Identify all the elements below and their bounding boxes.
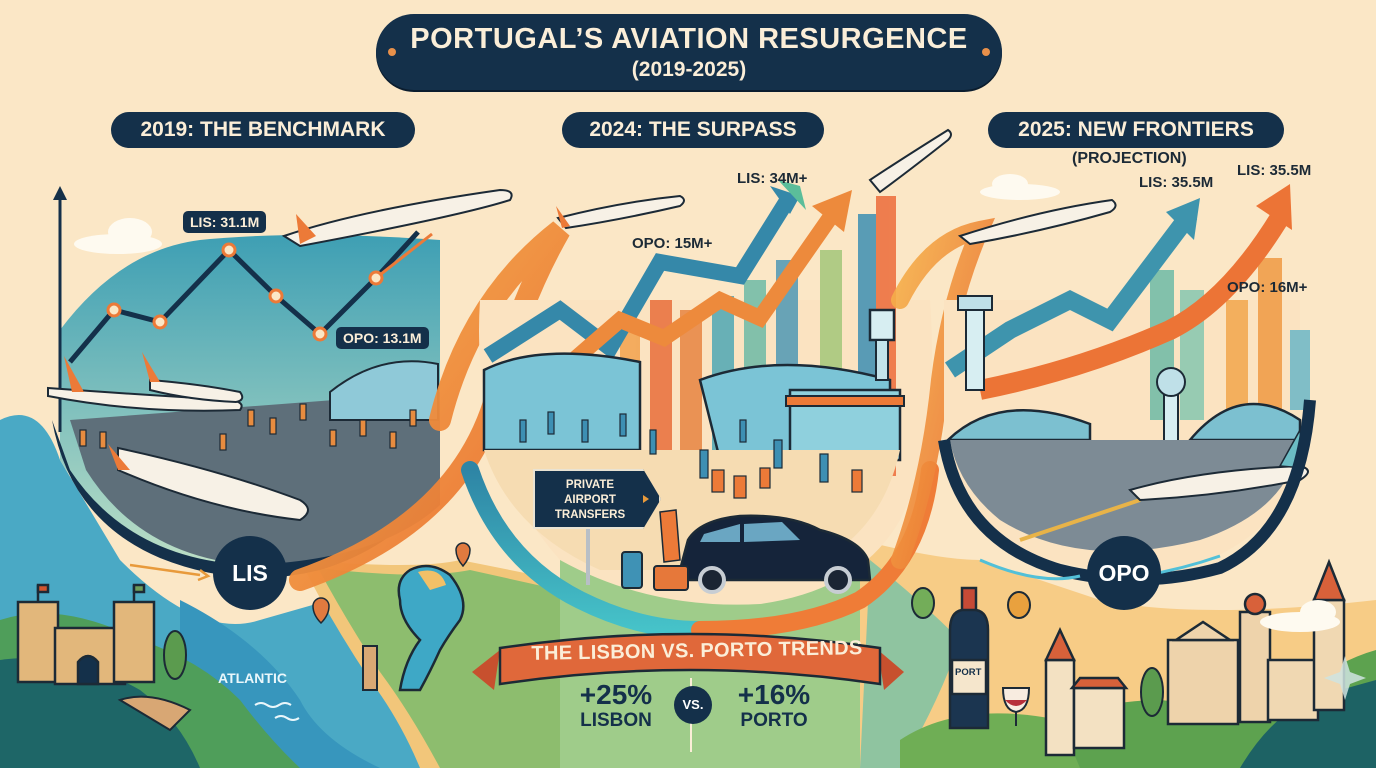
page-title: PORTUGAL’S AVIATION RESURGENCE	[410, 23, 968, 55]
lis-2024-label: LIS: 34M+	[737, 170, 808, 187]
lis-2025-label-b: LIS: 35.5M	[1237, 162, 1312, 179]
projection-note: (PROJECTION)	[1072, 150, 1187, 167]
lisbon-growth-stat: +25% LISBON	[566, 680, 666, 732]
opo-2019-label: OPO: 13.1M	[336, 327, 429, 349]
sign-arrow-icon	[643, 495, 649, 503]
atlantic-ocean-label: ATLANTIC	[218, 670, 287, 686]
map-pin-icon	[312, 542, 471, 625]
lisbon-growth-value: +25%	[579, 679, 653, 710]
private-airport-transfers-sign: PRIVATE AIRPORT TRANSFERS	[533, 469, 661, 529]
section-heading-2024: 2024: THE SURPASS	[562, 112, 824, 148]
sign-line-2: AIRPORT	[564, 494, 616, 506]
opo-airport-badge: OPO	[1087, 536, 1161, 610]
opo-2025-label: OPO: 16M+	[1227, 279, 1308, 296]
decorative-dot	[982, 48, 990, 56]
opo-2024-label: OPO: 15M+	[632, 235, 713, 252]
lis-airport-badge: LIS	[213, 536, 287, 610]
port-bottle-label: PORT	[955, 667, 982, 678]
castle-illustration	[16, 583, 156, 686]
lisbon-growth-city: LISBON	[580, 710, 652, 731]
vs-badge: VS.	[674, 686, 712, 724]
decorative-dot	[388, 48, 396, 56]
porto-skyline-illustration	[1044, 558, 1346, 757]
section-heading-2025: 2025: NEW FRONTIERS	[988, 112, 1284, 148]
porto-growth-stat: +16% PORTO	[726, 680, 822, 732]
porto-growth-value: +16%	[737, 679, 811, 710]
lis-2019-label: LIS: 31.1M	[183, 211, 267, 233]
page-subtitle: (2019-2025)	[631, 58, 747, 81]
sign-line-3: TRANSFERS	[554, 509, 626, 521]
sign-line-1: PRIVATE	[565, 479, 615, 491]
porto-growth-city: PORTO	[740, 710, 808, 731]
title-banner: PORTUGAL’S AVIATION RESURGENCE (2019-202…	[376, 14, 1002, 90]
port-wine-bottle-illustration	[948, 586, 990, 730]
car-illustration	[678, 514, 872, 594]
lis-2025-label-a: LIS: 35.5M	[1139, 174, 1214, 191]
section-heading-2019: 2019: THE BENCHMARK	[111, 112, 415, 148]
